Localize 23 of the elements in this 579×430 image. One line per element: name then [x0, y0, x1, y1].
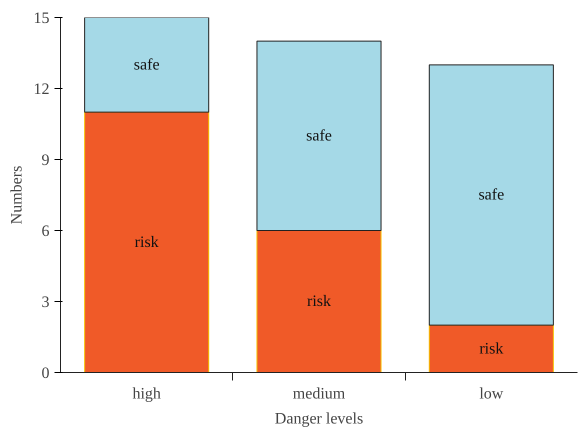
text: risk — [134, 234, 159, 251]
y-tick-label: 0 — [42, 365, 50, 382]
x-axis-title: Danger levels — [274, 410, 364, 428]
y-tick-label: 6 — [42, 223, 50, 240]
y-tick-label: 15 — [34, 10, 50, 27]
text: safe — [306, 127, 332, 144]
text: risk — [307, 293, 331, 310]
series-label: risk — [479, 340, 504, 358]
bar — [256, 230, 382, 372]
text: safe — [478, 186, 504, 204]
bar — [84, 112, 210, 372]
bar — [428, 64, 554, 326]
bar — [428, 324, 554, 372]
x-tick-label: high — [132, 386, 161, 402]
y-axis-title: Numbers — [8, 166, 26, 224]
bar — [256, 40, 382, 231]
bar — [84, 18, 210, 113]
x-tick-label: low — [479, 386, 504, 402]
y-tick-label: 12 — [34, 81, 50, 98]
y-tick-label: 9 — [42, 152, 50, 169]
y-tick-label: 3 — [42, 294, 50, 311]
x-tick-label: medium — [292, 386, 346, 402]
series-label: safe — [134, 56, 160, 74]
